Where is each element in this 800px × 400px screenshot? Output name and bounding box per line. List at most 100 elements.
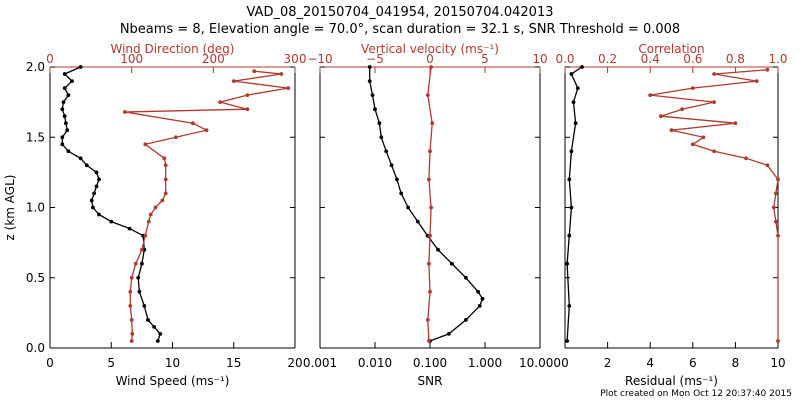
series-wind-speed-point xyxy=(109,219,114,224)
y-axis-label: z (km AGL) xyxy=(3,175,17,241)
series-wind-direction-point xyxy=(231,79,236,83)
series-wind-direction-point xyxy=(163,163,168,168)
y-tick-label: 2.0 xyxy=(26,60,45,74)
series-correlation-point xyxy=(765,163,770,168)
series-wind-speed-point xyxy=(60,142,65,147)
top-tick-label: 0.2 xyxy=(598,52,617,66)
series-correlation-point xyxy=(733,121,738,126)
x-tick-label: 1.000 xyxy=(468,356,502,370)
series-wind-direction-point xyxy=(245,93,250,97)
series-wind-direction-point xyxy=(146,219,151,224)
series-vertical-velocity-point xyxy=(429,65,433,69)
series-wind-speed-point xyxy=(146,318,150,322)
series-wind-direction-point xyxy=(130,332,135,336)
series-residual-point xyxy=(573,121,578,126)
series-vertical-velocity-line xyxy=(427,66,433,342)
series-snr-point xyxy=(384,149,389,154)
series-wind-speed-point xyxy=(97,212,101,217)
x-tick-label: 10.000 xyxy=(519,356,561,370)
series-wind-speed-point xyxy=(61,100,66,104)
series-wind-direction-point xyxy=(163,177,168,182)
top-tick-label: −5 xyxy=(366,52,384,66)
series-wind-direction-point xyxy=(129,339,134,343)
series-correlation-point xyxy=(744,156,748,161)
series-snr-point xyxy=(379,135,384,140)
series-residual-point xyxy=(569,149,574,154)
series-residual-point xyxy=(565,261,569,266)
series-snr-point xyxy=(367,79,372,83)
series-correlation-point xyxy=(701,135,706,140)
series-residual-point xyxy=(571,100,576,104)
series-correlation-point xyxy=(648,93,653,97)
series-residual-point xyxy=(567,177,572,182)
series-wind-speed-point xyxy=(62,114,67,119)
series-snr-point xyxy=(436,247,440,252)
series-snr-point xyxy=(367,65,372,69)
series-wind-direction-point xyxy=(245,107,250,112)
series-wind-speed-point xyxy=(140,261,144,266)
series-snr-point xyxy=(415,219,420,224)
series-residual-point xyxy=(567,304,572,308)
series-wind-direction-point xyxy=(279,72,284,76)
x-tick-label: 0.010 xyxy=(358,356,392,370)
series-wind-speed-point xyxy=(84,163,89,168)
y-tick-label: 1.5 xyxy=(26,130,45,144)
series-correlation-point xyxy=(774,219,778,224)
series-correlation-point xyxy=(776,233,780,238)
series-wind-direction-point xyxy=(286,86,291,90)
series-correlation-point xyxy=(712,72,716,76)
series-vertical-velocity-point xyxy=(427,339,431,343)
series-snr-point xyxy=(480,296,485,301)
x-axis-label: Residual (ms⁻¹) xyxy=(625,374,718,388)
series-residual-point xyxy=(569,205,574,210)
series-correlation-point xyxy=(680,107,684,112)
series-vertical-velocity-point xyxy=(429,205,433,210)
footer-timestamp: Plot created on Mon Oct 12 20:37:40 2015 xyxy=(600,389,792,399)
series-correlation-point xyxy=(712,149,716,154)
y-tick-label: 0.0 xyxy=(26,341,45,355)
series-residual-line xyxy=(566,66,583,342)
series-wind-direction-point xyxy=(163,191,168,196)
top-tick-label: −10 xyxy=(307,52,332,66)
series-snr-point xyxy=(464,275,468,280)
series-snr-point xyxy=(399,191,404,196)
series-wind-speed-point xyxy=(65,128,70,133)
series-wind-speed-point xyxy=(127,226,132,231)
title-line1: VAD_08_20150704_041954, 20150704.042013 xyxy=(247,5,554,20)
series-wind-direction-point xyxy=(148,212,153,217)
top-tick-label: 0.8 xyxy=(726,52,745,66)
top-axis-label: Vertical velocity (ms⁻¹) xyxy=(361,42,499,56)
top-tick-label: 100 xyxy=(120,52,143,66)
series-wind-direction-point xyxy=(128,289,133,294)
series-vertical-velocity-point xyxy=(428,233,432,238)
series-wind-speed-point xyxy=(136,275,141,280)
series-wind-direction-point xyxy=(133,261,138,266)
series-vertical-velocity-point xyxy=(427,177,431,182)
series-correlation-point xyxy=(690,142,695,147)
series-wind-speed-point xyxy=(92,191,96,196)
series-wind-direction-point xyxy=(128,304,133,308)
series-wind-speed-point xyxy=(70,79,74,83)
top-tick-label: 300 xyxy=(284,52,307,66)
series-correlation-point xyxy=(776,339,780,343)
series-wind-direction-point xyxy=(252,69,257,74)
series-wind-direction-point xyxy=(204,128,209,133)
series-snr-point xyxy=(406,205,410,210)
series-snr-point xyxy=(450,261,454,266)
series-wind-speed-point xyxy=(158,332,163,336)
series-snr-line xyxy=(369,67,484,342)
x-tick-label: 10 xyxy=(165,356,180,370)
series-snr-point xyxy=(476,289,480,294)
series-wind-direction-point xyxy=(218,100,223,104)
series-wind-speed-point xyxy=(137,289,142,294)
series-wind-direction-point xyxy=(123,110,127,114)
x-tick-label: 6 xyxy=(689,356,697,370)
series-snr-point xyxy=(446,332,451,336)
series-vertical-velocity-point xyxy=(428,149,432,154)
x-tick-label: 0.001 xyxy=(303,356,337,370)
series-wind-speed-point xyxy=(142,304,147,308)
series-vertical-velocity-point xyxy=(425,93,430,97)
series-wind-speed-point xyxy=(91,205,95,210)
title-line2: Nbeams = 8, Elevation angle = 70.0°, sca… xyxy=(120,22,680,37)
